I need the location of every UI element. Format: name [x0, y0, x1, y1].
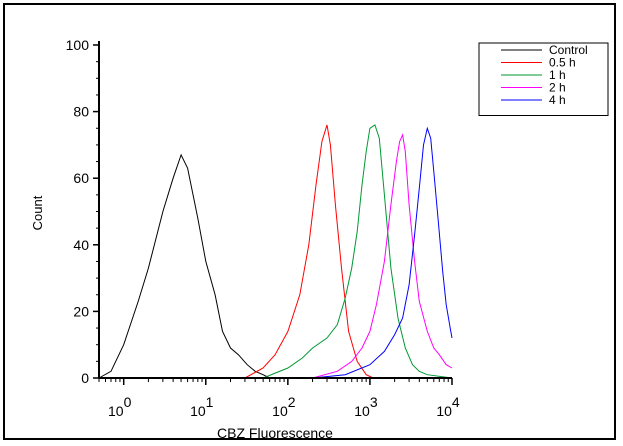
y-tick-label: 40: [73, 237, 89, 253]
x-tick-label: 102: [272, 394, 296, 419]
x-tick-label: 101: [190, 394, 214, 419]
series-line-0: [98, 153, 280, 379]
x-tick-base: 10: [436, 403, 452, 419]
y-tick-label: 0: [81, 370, 89, 386]
legend-label: 4 h: [549, 93, 566, 107]
y-tick-label: 80: [73, 104, 89, 120]
legend-label: 0.5 h: [549, 56, 576, 70]
y-axis-label: Count: [30, 195, 45, 230]
x-tick-exponent: 4: [452, 394, 460, 410]
series-lines: [98, 124, 453, 379]
x-tick-exponent: 2: [288, 394, 296, 410]
x-tick-base: 10: [108, 403, 124, 419]
x-tick-base: 10: [190, 403, 206, 419]
y-tick-label: 60: [73, 170, 89, 186]
x-tick-exponent: 0: [124, 394, 132, 410]
legend-label: Control: [549, 43, 588, 57]
y-tick-label: 20: [73, 303, 89, 319]
series-line-4: [312, 126, 453, 379]
series-line-1: [244, 124, 374, 379]
chart-frame: 0 20 40 60 80 100 100 101 102 103 104 Control 0.5 h…: [3, 3, 616, 441]
x-axis-label: CBZ Fluorescence: [217, 425, 333, 441]
series-line-2: [262, 124, 453, 379]
legend-label: 2 h: [549, 81, 566, 95]
x-tick-exponent: 1: [206, 394, 214, 410]
y-tick-label: 100: [66, 37, 90, 53]
x-tick-label: 104: [436, 394, 460, 419]
legend-box: [478, 42, 609, 116]
series-line-3: [312, 133, 453, 379]
legend-label: 1 h: [549, 68, 566, 82]
x-tick-exponent: 3: [370, 394, 378, 410]
x-tick-base: 10: [354, 403, 370, 419]
x-tick-label: 100: [108, 394, 132, 419]
x-tick-label: 103: [354, 394, 378, 419]
x-tick-base: 10: [272, 403, 288, 419]
